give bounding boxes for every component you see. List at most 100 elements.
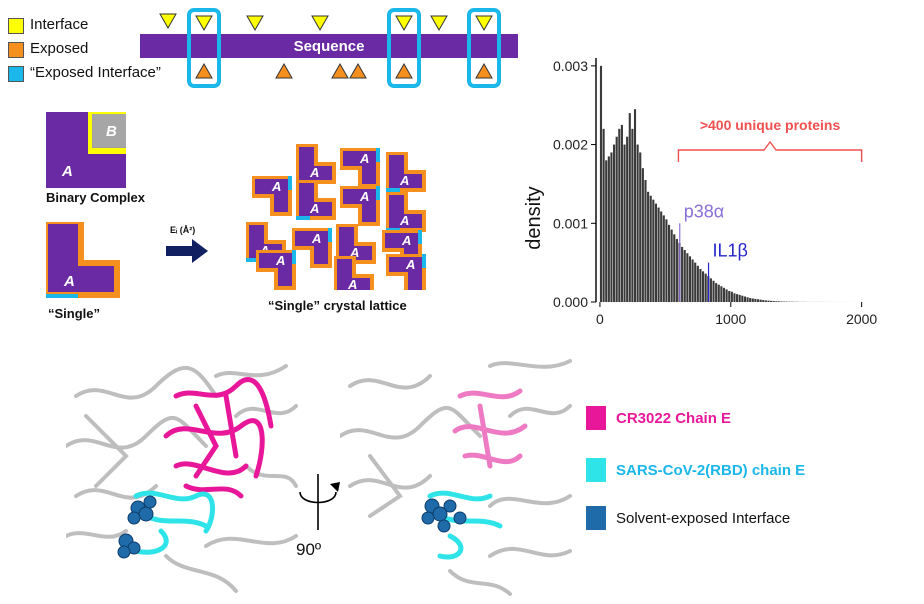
histogram-bar	[728, 290, 731, 302]
histogram-bar	[623, 144, 626, 302]
lattice-chain-letter: A	[271, 179, 281, 194]
histogram-bar	[754, 298, 757, 302]
histogram-bar	[626, 136, 629, 302]
histogram-bar	[647, 191, 650, 302]
rotation-label: 90º	[296, 540, 322, 559]
histogram-bar	[691, 259, 694, 302]
lattice-chain-letter: A	[399, 213, 409, 228]
histogram-bar	[649, 195, 652, 302]
histogram-bar	[759, 299, 762, 302]
lattice-chain: A	[386, 254, 426, 290]
histogram-bar	[775, 301, 778, 302]
histogram-bar	[767, 300, 770, 302]
histogram-bar	[675, 239, 678, 302]
lattice-chain-letter: A	[359, 151, 369, 166]
lattice-chain: A	[296, 180, 336, 220]
lattice-chain-letter: A	[349, 245, 359, 260]
histogram-bar	[665, 219, 668, 302]
y-ticks: 0.000 0.001 0.002 0.003	[553, 58, 596, 310]
histogram-bar	[652, 199, 655, 302]
histogram-bar	[686, 253, 689, 302]
histogram-bar	[662, 215, 665, 302]
histogram-bar	[749, 298, 752, 302]
histogram-bar	[780, 301, 783, 302]
histogram-bar	[660, 211, 663, 302]
lattice-chain: A	[386, 192, 426, 232]
annotation-bracket	[677, 140, 863, 162]
histogram-bar	[633, 109, 637, 302]
histogram-bar	[702, 271, 705, 302]
histogram-bar	[751, 298, 754, 302]
histogram-bar	[639, 152, 642, 302]
histogram-bar	[683, 250, 686, 302]
histogram-bar	[709, 278, 712, 302]
cr3022-label: CR3022 Chain E	[616, 410, 732, 427]
x-tick-label: 2000	[846, 311, 877, 327]
histogram-bar	[654, 203, 658, 302]
histogram-bar	[743, 296, 746, 302]
arrow-right-icon	[166, 239, 208, 263]
histogram-bar	[741, 295, 744, 302]
lattice-chain: A	[386, 152, 426, 192]
histogram-bar	[770, 300, 773, 302]
single-label: “Single”	[48, 306, 101, 321]
solvent-exposed-spheres	[117, 495, 157, 559]
arrow-label: Eᵢ (Å²)	[170, 225, 196, 235]
y-axis-label: density	[523, 186, 545, 249]
histogram-bar	[704, 273, 707, 302]
histogram-bar	[688, 256, 692, 302]
lattice-chain: A	[292, 228, 332, 268]
lattice-chain: A	[340, 148, 380, 188]
sars-label: SARS-CoV-2(RBD) chain E	[616, 462, 806, 479]
binary-complex-diagram: B A	[46, 112, 126, 188]
lattice-chain-letter: A	[359, 189, 369, 204]
histogram-bar	[670, 229, 673, 302]
structure-right	[340, 359, 572, 596]
lattice-chain-letter: A	[405, 257, 415, 272]
histogram-bar	[762, 300, 765, 302]
sequence-label: Sequence	[294, 38, 365, 55]
annotation-bracket-path	[677, 140, 863, 162]
histogram-bar	[620, 124, 623, 302]
histogram-bar	[733, 293, 736, 302]
histogram-bar	[673, 234, 676, 302]
histogram-bar	[736, 294, 739, 302]
histogram-bar	[599, 65, 603, 302]
crystal-lattice-diagram: AAAAAAAAAAAAAA	[246, 144, 426, 290]
lattice-chain: A	[334, 256, 374, 290]
exposed-swatch	[8, 42, 24, 58]
histogram-bar	[738, 294, 741, 302]
histogram-bars	[599, 65, 862, 302]
annotation-label: >400 unique proteins	[700, 117, 841, 133]
histogram-bar	[644, 180, 647, 302]
exposed-interface-swatch	[8, 66, 24, 82]
x-ticks: 0 1000 2000	[596, 302, 877, 327]
y-tick-label: 0.002	[553, 137, 588, 153]
x-tick-label: 0	[596, 311, 604, 327]
histogram-bar	[681, 246, 684, 302]
histogram-bar	[725, 289, 728, 302]
sequence-bar	[140, 34, 518, 58]
histogram-bar	[717, 284, 720, 302]
exposed-interface-legend-label: “Exposed Interface”	[30, 64, 161, 81]
marker-label: p38α	[684, 201, 724, 221]
histogram-bar	[636, 144, 639, 302]
histogram-bar	[696, 265, 699, 302]
lattice-chain-letter: A	[311, 231, 321, 246]
binary-complex-label: Binary Complex	[46, 190, 145, 205]
solvent-label: Solvent-exposed Interface	[616, 510, 791, 527]
histogram-bar	[694, 262, 697, 302]
lattice-chain: A	[340, 186, 380, 226]
lattice-chain-letter: A	[399, 173, 409, 188]
histogram-bar	[777, 301, 781, 302]
histogram-bar	[722, 287, 726, 302]
histogram-bar	[618, 128, 621, 302]
binary-chain-b: B	[106, 123, 117, 140]
single-diagram: A	[46, 222, 120, 298]
density-histogram: density 0.000 0.001 0.002 0.003 0 1000 2000 p…	[523, 58, 877, 327]
lattice-chain-letter: A	[275, 253, 285, 268]
histogram-bar	[720, 286, 723, 302]
histogram-bar	[715, 283, 718, 302]
histogram-bar	[631, 128, 634, 302]
histogram-bar	[641, 168, 644, 302]
